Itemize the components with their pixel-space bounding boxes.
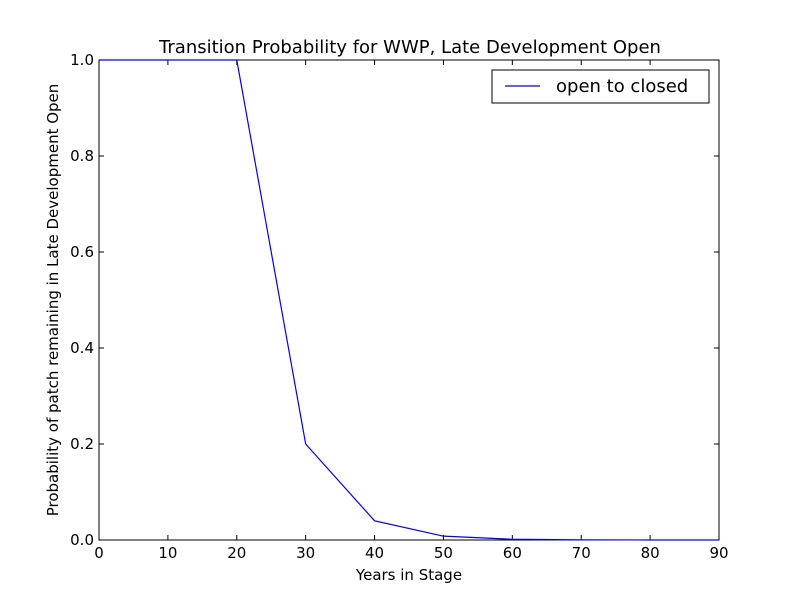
x-tick-label: 70 <box>572 544 591 562</box>
y-tick-label: 0.2 <box>70 435 94 453</box>
series-line-0 <box>99 59 720 541</box>
y-tick-label: 0.6 <box>70 243 94 261</box>
x-tick-label: 30 <box>296 544 315 562</box>
legend-label: open to closed <box>556 76 688 97</box>
y-tick-label: 0.4 <box>70 339 94 357</box>
x-tick-label: 80 <box>641 544 660 562</box>
x-tick-label: 0 <box>94 544 104 562</box>
chart-title: Transition Probability for WWP, Late Dev… <box>158 37 661 58</box>
x-tick-label: 50 <box>434 544 453 562</box>
y-axis-ticks: 0.0 0.2 0.4 0.6 0.8 1.0 <box>70 51 719 549</box>
y-tick-label: 0.0 <box>70 531 94 549</box>
y-tick-label: 1.0 <box>70 51 94 69</box>
legend: open to closed <box>491 69 710 104</box>
x-tick-label: 40 <box>365 544 384 562</box>
x-tick-label: 20 <box>227 544 246 562</box>
x-axis-label: Years in Stage <box>355 566 462 584</box>
series-layer <box>99 59 720 541</box>
x-tick-label: 10 <box>158 544 177 562</box>
x-axis-ticks: 0 10 20 30 40 50 60 70 80 90 <box>94 60 729 562</box>
y-tick-label: 0.8 <box>70 147 94 165</box>
plot-area <box>98 59 720 541</box>
y-axis-label: Probability of patch remaining in Late D… <box>44 84 62 517</box>
x-tick-label: 60 <box>503 544 522 562</box>
x-tick-label: 90 <box>709 544 728 562</box>
